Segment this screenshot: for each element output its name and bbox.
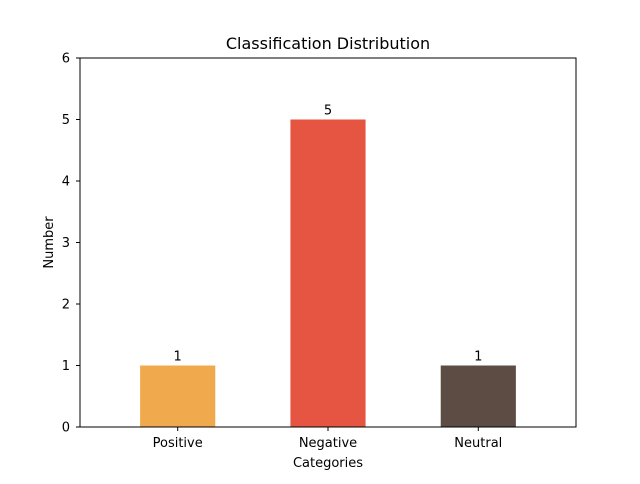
bar-positive	[140, 365, 216, 427]
x-axis-label: Categories	[293, 456, 363, 471]
y-tick-label: 1	[62, 359, 70, 374]
y-tick-label: 2	[62, 298, 70, 313]
plot-frame	[79, 57, 577, 428]
data-label: 1	[474, 350, 482, 365]
y-tick-label: 4	[62, 175, 70, 190]
data-label: 5	[324, 104, 332, 119]
x-tick-label: Neutral	[454, 436, 502, 451]
data-label: 1	[174, 350, 182, 365]
y-tick-label: 0	[62, 421, 70, 436]
y-tick-label: 5	[62, 113, 70, 128]
bar-neutral	[440, 365, 516, 427]
x-tick-label: Positive	[153, 436, 203, 451]
y-tick-label: 6	[62, 52, 70, 67]
y-tick-label: 3	[62, 236, 70, 251]
bar-negative	[290, 119, 366, 427]
chart-title: Classification Distribution	[226, 34, 430, 53]
y-axis-label: Number	[42, 216, 57, 269]
plot-area: 0 1 2 3 4 5 6 Positive 1 Negative 5 Neutral 1	[62, 52, 516, 451]
x-tick-label: Negative	[299, 436, 357, 451]
